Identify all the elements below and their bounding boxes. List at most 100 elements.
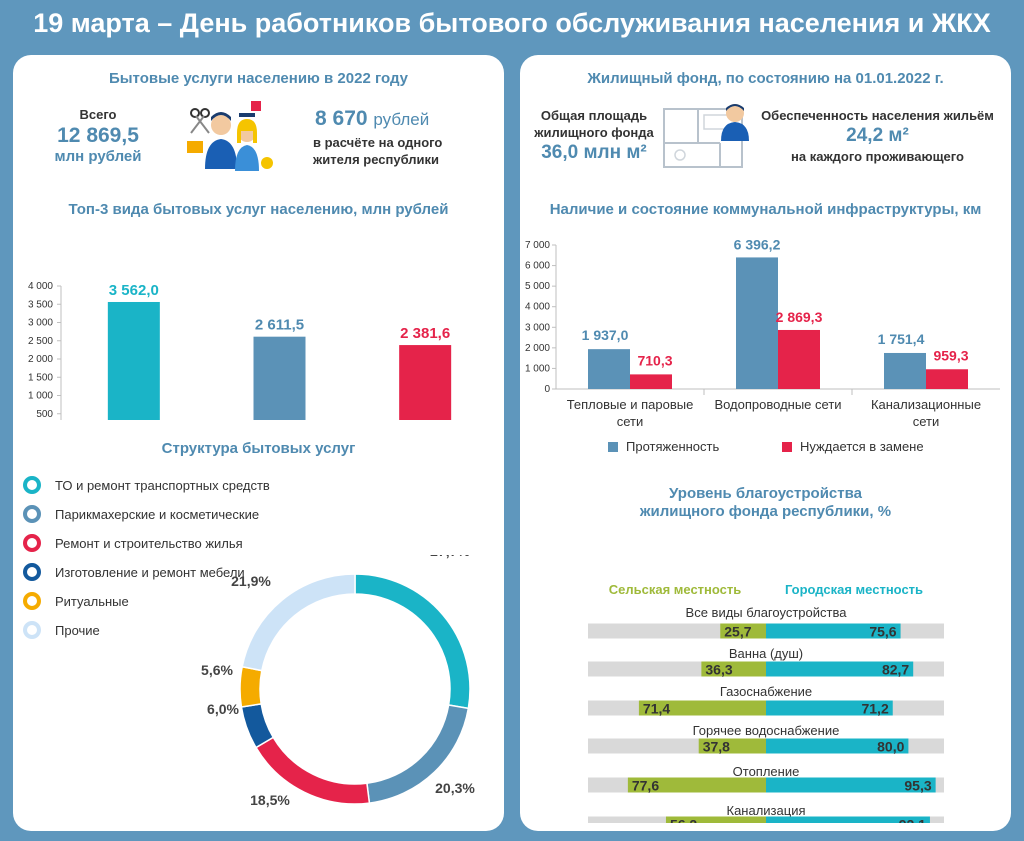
top3-chart-title: Топ-3 вида бытовых услуг населению, млн … xyxy=(68,201,449,218)
area-block: Общая площадь жилищного фонда 36,0 млн м… xyxy=(524,108,664,164)
amenity-rural-bar xyxy=(638,700,766,716)
area-line2: жилищного фонда xyxy=(534,125,654,140)
amenity-rural-bar xyxy=(627,777,766,793)
infra-y-tick-label: 2 000 xyxy=(525,343,550,354)
structure-legend-item: Прочие xyxy=(23,619,100,641)
infra-value-label: 6 396,2 xyxy=(734,236,781,252)
total-block: Всего 12 869,5 млн рублей xyxy=(33,107,163,165)
donut-slice xyxy=(240,703,275,749)
total-unit: млн рублей xyxy=(54,148,142,165)
donut-value-label: 21,9% xyxy=(231,573,271,589)
amenity-rural-value: 25,7 xyxy=(724,624,751,640)
total-value: 12 869,5 xyxy=(57,124,139,147)
top3-value-label: 2 381,6 xyxy=(400,325,450,342)
infra-y-tick-label: 4 000 xyxy=(525,302,550,313)
urban-series-header: Городская местность xyxy=(785,582,923,597)
amenity-rural-bar xyxy=(665,816,766,823)
amenity-urban-value: 92,1 xyxy=(899,817,926,824)
infra-bar xyxy=(630,374,672,389)
amenity-urban-bar xyxy=(766,700,893,716)
top3-value-label: 3 562,0 xyxy=(109,282,159,299)
amenity-rural-bar xyxy=(701,661,766,677)
structure-legend-label: Парикмахерские и косметические xyxy=(55,506,260,522)
per-capita-line1: в расчёте на одного xyxy=(313,135,443,150)
housing-title: Жилищный фонд, по состоянию на 01.01.202… xyxy=(587,70,944,87)
area-line1: Общая площадь xyxy=(540,108,648,123)
supply-value: 24,2 м² xyxy=(846,125,909,146)
infra-value-label: 1 751,4 xyxy=(878,331,925,347)
coin-icon xyxy=(261,157,273,169)
amenity-category-label: Канализация xyxy=(727,803,806,818)
amenity-rural-value: 56,2 xyxy=(670,817,697,824)
infra-category-label: сети xyxy=(617,414,644,429)
infra-bar xyxy=(736,257,778,389)
legend-marker-icon xyxy=(23,476,41,494)
amenity-rural-value: 37,8 xyxy=(703,739,730,755)
infra-legend-marker xyxy=(608,442,618,452)
infra-legend-label: Протяженность xyxy=(626,439,719,454)
amenity-rural-value: 71,4 xyxy=(643,701,670,717)
structure-legend-item: ТО и ремонт транспортных средств xyxy=(23,474,270,496)
woman-figure-icon xyxy=(235,113,259,171)
house-icon xyxy=(251,101,261,111)
top3-bar xyxy=(399,345,452,420)
structure-donut-chart: 27,7% 20,3% 18,5% 6,0% 5,6% 21,9% xyxy=(201,555,475,808)
amenity-urban-bar xyxy=(766,777,936,793)
amenities-title-line1: Уровень благоустройства xyxy=(669,485,862,502)
top3-value-label: 2 611,5 xyxy=(255,317,304,334)
amenity-rural-value: 36,3 xyxy=(705,662,732,678)
supply-block: Обеспеченность населения жильём 24,2 м² … xyxy=(750,108,1005,164)
legend-marker-icon xyxy=(23,621,41,639)
infra-chart-title: Наличие и состояние коммунальной инфраст… xyxy=(549,201,982,218)
amenity-category-label: Отопление xyxy=(733,764,800,779)
amenity-urban-value: 75,6 xyxy=(869,624,896,640)
top3-bar xyxy=(253,336,306,420)
donut-value-label: 20,3% xyxy=(435,780,475,796)
per-capita-value: 8 670 xyxy=(315,107,368,130)
donut-value-label: 6,0% xyxy=(207,701,239,717)
legend-marker-icon xyxy=(23,592,41,610)
infra-y-tick-label: 1 000 xyxy=(525,363,550,374)
structure-legend-item: Ремонт и строительство жилья xyxy=(23,532,243,554)
man-figure-icon xyxy=(205,112,237,169)
structure-legend-label: Прочие xyxy=(55,622,100,638)
amenity-category-label: Ванна (душ) xyxy=(729,646,803,661)
donut-slice xyxy=(241,573,356,672)
supply-title: Обеспеченность населения жильём xyxy=(761,108,994,123)
person-avatar-icon xyxy=(721,104,749,141)
infra-y-tick-label: 0 xyxy=(544,384,550,395)
top3-y-tick-label: 3 000 xyxy=(28,318,53,329)
donut-value-label: 5,6% xyxy=(201,662,233,678)
amenity-rural-bar xyxy=(698,738,766,754)
infra-category-label: Тепловые и паровые xyxy=(567,397,694,412)
supply-sub: на каждого проживающего xyxy=(791,149,964,164)
amenity-urban-value: 95,3 xyxy=(904,778,931,794)
infra-value-label: 1 937,0 xyxy=(582,327,629,343)
structure-legend-item: Ритуальные xyxy=(23,590,129,612)
top3-y-tick-label: 1 000 xyxy=(28,391,53,402)
legend-marker-icon xyxy=(23,563,41,581)
amenity-urban-bar xyxy=(766,738,909,754)
amenity-category-label: Горячее водоснабжение xyxy=(693,723,840,738)
amenity-urban-bar xyxy=(766,661,914,677)
top3-y-tick-label: 500 xyxy=(36,409,53,420)
infra-legend-label: Нуждается в замене xyxy=(800,439,924,454)
per-capita-unit: рублей xyxy=(373,110,430,129)
top3-y-tick-label: 3 500 xyxy=(28,299,53,310)
infra-value-label: 710,3 xyxy=(637,352,672,368)
services-title: Бытовые услуги населению в 2022 году xyxy=(108,70,409,87)
top3-y-tick-label: 2 500 xyxy=(28,336,53,347)
structure-legend-label: Ремонт и строительство жилья xyxy=(55,535,243,551)
top3-y-tick-label: 1 500 xyxy=(28,372,53,383)
infra-y-tick-label: 7 000 xyxy=(525,240,550,251)
right-panel: Жилищный фонд, по состоянию на 01.01.202… xyxy=(520,55,1011,831)
infra-chart: 0 1 000 2 000 3 000 4 000 5 000 6 000 7 000 1 93… xyxy=(525,236,1000,454)
infra-y-tick-label: 3 000 xyxy=(525,322,550,333)
amenity-rural-bar xyxy=(720,623,766,639)
top3-bar xyxy=(107,301,160,420)
amenity-urban-bar xyxy=(766,623,901,639)
infra-bar xyxy=(588,349,630,389)
workers-illustration xyxy=(187,101,273,171)
left-panel: Бытовые услуги населению в 2022 году Все… xyxy=(13,55,504,831)
per-capita-line2: жителя республики xyxy=(313,152,440,167)
